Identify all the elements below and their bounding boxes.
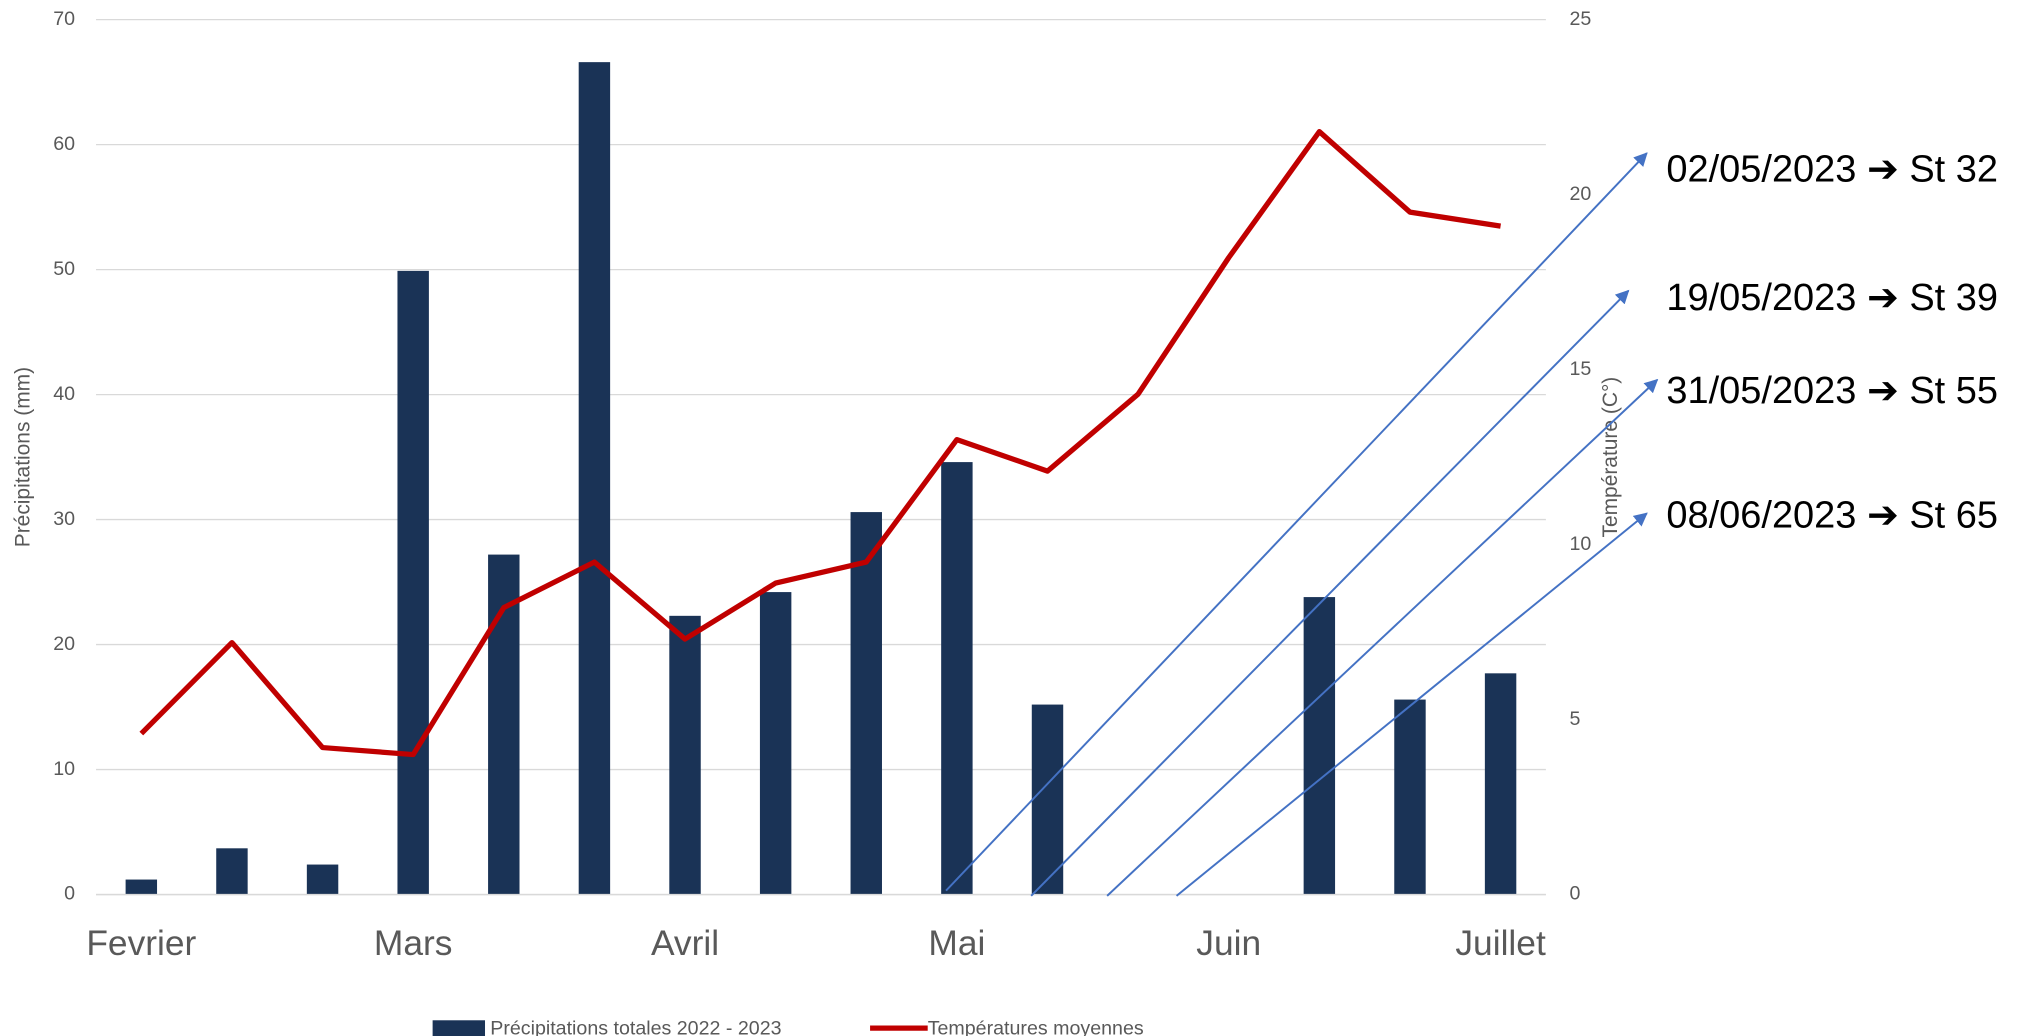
y2-tick-label: 10 <box>1569 533 1591 555</box>
x-tick-label: Juin <box>1196 924 1261 963</box>
bar <box>578 62 611 895</box>
bar <box>216 848 248 895</box>
legend-label: Précipitations totales 2022 - 2023 <box>490 1018 781 1036</box>
y-tick-label: 30 <box>53 508 75 530</box>
annotation: 08/06/2023 ➔ St 65 <box>1666 494 1998 536</box>
x-tick-label: Mai <box>928 924 985 963</box>
annotation: 31/05/2023 ➔ St 55 <box>1666 370 1998 412</box>
y-tick-label: 60 <box>53 133 75 155</box>
bar <box>397 270 429 895</box>
y-tick-label: 10 <box>53 758 75 780</box>
bar <box>850 512 882 895</box>
bar <box>941 462 973 895</box>
y-axis-label: Précipitations (mm) <box>12 367 35 547</box>
y-tick-label: 70 <box>53 8 75 30</box>
x-tick-label: Mars <box>374 924 453 963</box>
bar <box>759 592 792 895</box>
annotation-arrow <box>945 152 1648 892</box>
y2-tick-label: 15 <box>1569 358 1591 380</box>
bar <box>669 615 701 895</box>
y-tick-label: 40 <box>53 383 75 405</box>
y2-tick-label: 5 <box>1569 708 1580 730</box>
y-tick-label: 50 <box>53 258 75 280</box>
annotation: 02/05/2023 ➔ St 32 <box>1666 149 1998 191</box>
bar <box>1394 699 1426 895</box>
y2-axis-label: Température (C°) <box>1599 377 1622 538</box>
line <box>139 129 1501 758</box>
x-tick-label: Avril <box>651 924 719 963</box>
y2-tick-label: 25 <box>1569 8 1591 30</box>
y2-tick-label: 20 <box>1569 183 1591 205</box>
annotation: 19/05/2023 ➔ St 39 <box>1666 277 1998 319</box>
annotation-arrow <box>1030 289 1630 897</box>
bar <box>1031 704 1064 895</box>
legend-label: Températures moyennes <box>928 1018 1144 1036</box>
y-tick-label: 20 <box>53 633 75 655</box>
y-tick-label: 0 <box>64 883 75 905</box>
annotation-arrow <box>1106 378 1659 897</box>
bar <box>125 879 158 895</box>
x-tick-label: Juillet <box>1455 924 1546 963</box>
legend-swatch <box>432 1020 486 1036</box>
annotation-arrow <box>1175 512 1648 897</box>
bar <box>1303 597 1336 895</box>
bar <box>1484 673 1517 895</box>
x-tick-label: Fevrier <box>86 924 196 963</box>
bar <box>306 864 339 895</box>
y2-tick-label: 0 <box>1569 883 1580 905</box>
